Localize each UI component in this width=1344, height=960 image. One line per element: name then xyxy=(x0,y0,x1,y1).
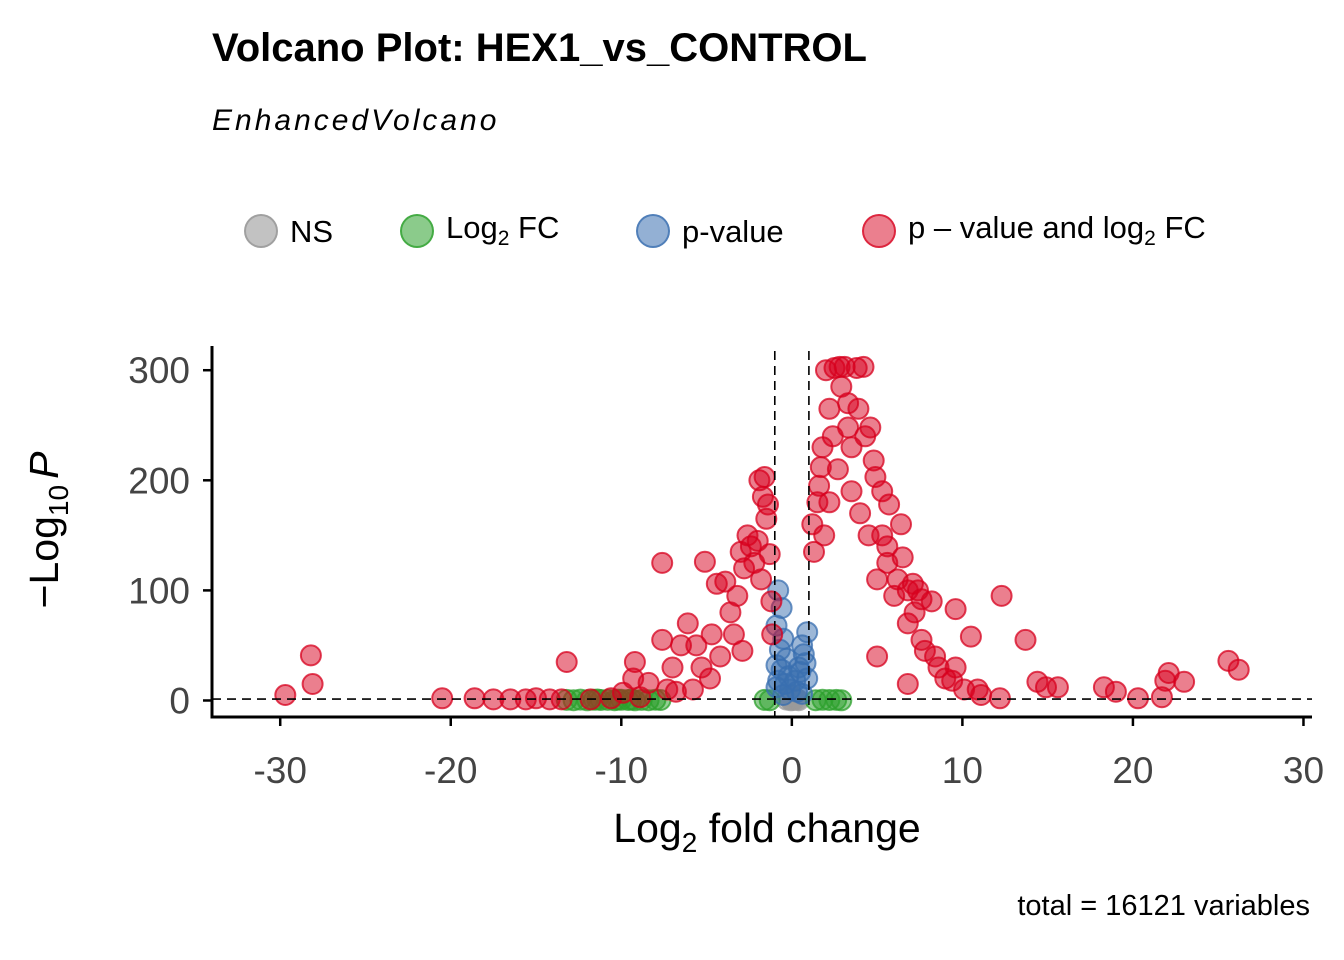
legend-label-both: p – value and log2 FC xyxy=(908,210,1206,251)
point-p-value-and-log2-fc-84 xyxy=(891,546,914,569)
point-p-value-and-log2-fc-89 xyxy=(920,590,943,613)
point-p-value-and-log2-fc-115 xyxy=(1227,658,1250,681)
point-p-value-and-log2-fc-17 xyxy=(651,628,674,651)
point-p-value-and-log2-fc-81 xyxy=(890,513,912,536)
point-p-value-and-log2-fc-50 xyxy=(681,678,704,701)
point-p-value-and-log2-fc-117 xyxy=(826,458,849,481)
point-p-value-and-log2-fc-113 xyxy=(1173,670,1196,693)
x-tick-label: 0 xyxy=(782,750,803,791)
x-tick-label: 20 xyxy=(1112,750,1153,791)
point-p-value-and-log2-fc-10 xyxy=(555,651,578,673)
point-p-value-and-log2-fc-44 xyxy=(760,590,783,613)
point-p-value-and-log2-fc-126 xyxy=(934,667,957,690)
point-p-value-and-log2-fc-45 xyxy=(761,623,784,646)
x-tick-label: -10 xyxy=(595,750,648,791)
point-p-value-and-log2-fc-120 xyxy=(818,491,841,514)
legend-label-log2fc: Log2 FC xyxy=(446,210,560,251)
point-p-value-and-log2-fc-103 xyxy=(1014,628,1037,651)
point-p-value-and-log2-fc-119 xyxy=(857,524,880,547)
point-p-value-and-log2-fc-19 xyxy=(661,656,684,679)
point-p-value-and-log2-fc-100 xyxy=(944,598,967,621)
legend-swatch-pvalue xyxy=(636,214,670,248)
point-p-value-and-log2-fc-28 xyxy=(714,570,737,593)
x-tick-label: 10 xyxy=(942,750,983,791)
point-p-value-and-log2-fc-116 xyxy=(840,480,863,503)
point-p-value-and-log2-fc-122 xyxy=(883,584,906,607)
caption: total = 16121 variables xyxy=(1017,890,1310,922)
y-tick-label: 0 xyxy=(169,680,190,721)
point-p-value-and-log2-fc-91 xyxy=(896,612,919,635)
point-p-value-and-log2-fc-30 xyxy=(726,584,749,607)
point-p-value-and-log2-fc-106 xyxy=(1046,676,1069,699)
chart-title: Volcano Plot: HEX1_vs_CONTROL xyxy=(212,26,867,70)
point-p-value-and-log2-fc-24 xyxy=(693,550,716,573)
point-p-value-and-log2-fc-98 xyxy=(970,684,993,706)
point-p-value-and-log2-fc-72 xyxy=(852,355,875,378)
point-p-value-and-log2-fc-43 xyxy=(758,543,781,566)
point-p-value-and-log2-fc-101 xyxy=(959,625,982,648)
point-p-value-and-log2-fc-121 xyxy=(813,524,836,547)
legend-label-ns: NS xyxy=(290,214,334,249)
point-p-value-and-log2-fc-39 xyxy=(753,466,776,488)
point-p-value-and-log2-fc-25 xyxy=(700,623,723,646)
point-p-value-19 xyxy=(792,643,815,666)
x-tick-label: -30 xyxy=(253,750,306,791)
chart-subtitle: EnhancedVolcano xyxy=(212,104,500,137)
point-p-value-and-log2-fc-16 xyxy=(651,551,674,574)
x-tick-label: 30 xyxy=(1283,750,1324,791)
point-p-value-and-log2-fc-37 xyxy=(750,568,773,591)
point-p-value-and-log2-fc-21 xyxy=(676,612,699,635)
point-p-value-and-log2-fc-128 xyxy=(866,645,889,668)
point-p-value-and-log2-fc-42 xyxy=(757,493,779,516)
x-tick-label: -20 xyxy=(424,750,477,791)
point-p-value-22 xyxy=(772,684,795,706)
legend-swatch-ns xyxy=(244,214,278,248)
point-p-value-and-log2-fc-2 xyxy=(299,644,322,667)
legend-swatch-log2fc xyxy=(400,214,434,248)
point-p-value-and-log2-fc-27 xyxy=(709,645,732,668)
point-p-value-and-log2-fc-127 xyxy=(896,673,919,695)
point-p-value-and-log2-fc-47 xyxy=(731,639,754,662)
point-p-value-and-log2-fc-1 xyxy=(301,673,324,695)
point-p-value-and-log2-fc-123 xyxy=(866,568,889,591)
point-p-value-and-log2-fc-22 xyxy=(685,634,708,657)
point-p-value-and-log2-fc-74 xyxy=(859,416,882,439)
legend-swatch-both xyxy=(862,214,896,248)
point-p-value-and-log2-fc-118 xyxy=(849,502,872,525)
x-axis-title: Log2 fold change xyxy=(613,805,920,858)
y-axis-title: −Log10P xyxy=(21,451,74,609)
point-p-value-and-log2-fc-108 xyxy=(1104,680,1127,703)
point-p-value-and-log2-fc-61 xyxy=(818,397,841,420)
point-p-value-and-log2-fc-125 xyxy=(913,639,936,662)
point-log2-fc-24 xyxy=(830,689,853,712)
point-p-value-and-log2-fc-102 xyxy=(990,584,1013,607)
point-p-value-and-log2-fc-71 xyxy=(847,397,870,420)
point-p-value-and-log2-fc-80 xyxy=(878,493,901,516)
y-tick-label: 100 xyxy=(128,570,190,611)
point-p-value-and-log2-fc-51 xyxy=(629,686,652,709)
point-p-value-17 xyxy=(796,621,819,644)
legend-label-pvalue: p-value xyxy=(682,214,784,249)
point-p-value-and-log2-fc-14 xyxy=(623,651,646,673)
threshold-lines xyxy=(212,351,1312,717)
y-tick-label: 300 xyxy=(128,350,190,391)
points-layer xyxy=(274,355,1250,712)
y-tick-label: 200 xyxy=(128,460,190,501)
point-p-value-and-log2-fc-48 xyxy=(699,667,721,690)
point-p-value-and-log2-fc-0 xyxy=(274,684,297,706)
